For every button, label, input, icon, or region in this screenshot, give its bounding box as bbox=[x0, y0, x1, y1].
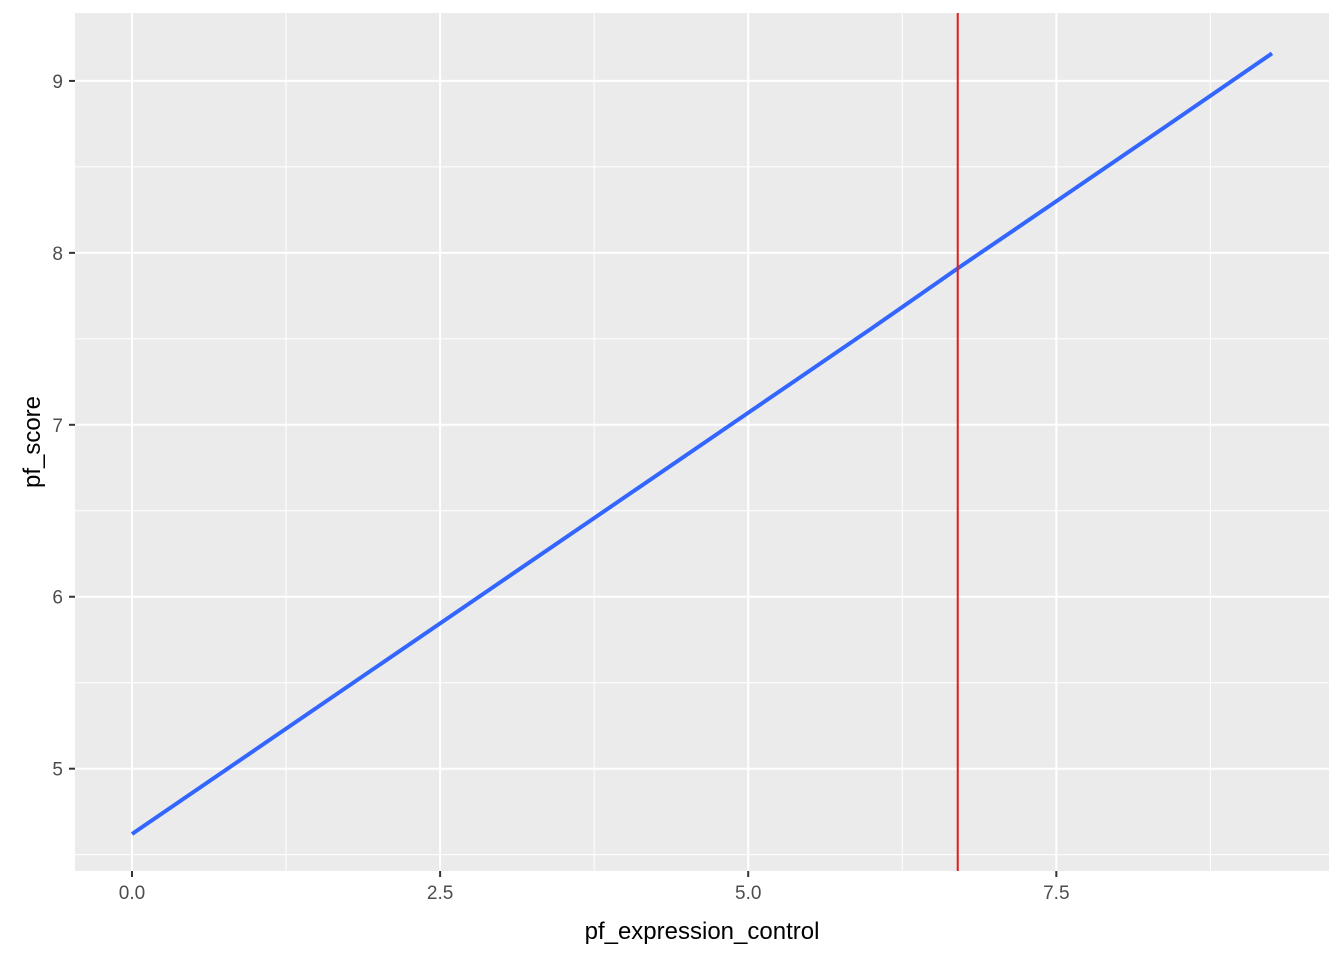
major-gridlines bbox=[75, 13, 1329, 871]
x-tick-label: 0.0 bbox=[119, 883, 145, 904]
y-axis: 5 6 7 8 9 bbox=[52, 72, 75, 781]
y-tick-label: 7 bbox=[52, 416, 63, 437]
x-axis-title: pf_expression_control bbox=[585, 918, 820, 945]
series-layer bbox=[130, 51, 1274, 836]
y-tick-label: 8 bbox=[52, 244, 63, 265]
minor-gridlines bbox=[75, 13, 1329, 871]
x-tick-label: 7.5 bbox=[1043, 883, 1069, 904]
x-tick-label: 5.0 bbox=[735, 883, 761, 904]
y-tick-label: 6 bbox=[52, 588, 63, 609]
x-axis: 0.0 2.5 5.0 7.5 bbox=[119, 871, 1070, 904]
x-tick-label: 2.5 bbox=[427, 883, 453, 904]
y-axis-title: pf_score bbox=[19, 396, 46, 488]
y-tick-label: 5 bbox=[52, 760, 63, 781]
y-tick-label: 9 bbox=[52, 72, 63, 93]
series-line bbox=[130, 51, 1274, 836]
